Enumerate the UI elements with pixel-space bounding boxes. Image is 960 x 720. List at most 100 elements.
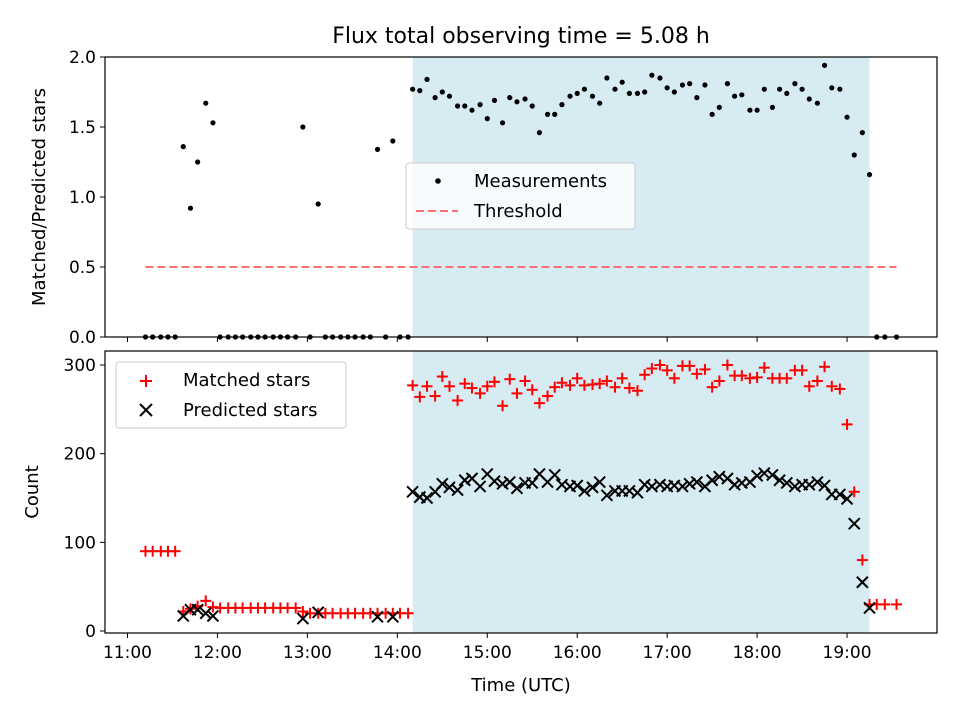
legend-label-measurements: Measurements bbox=[474, 171, 607, 192]
measurement-point bbox=[454, 103, 461, 109]
predicted-star-point bbox=[728, 478, 741, 491]
matched-star-point bbox=[481, 380, 493, 392]
predicted-star-point bbox=[436, 477, 449, 491]
bottom-plot-frame bbox=[104, 350, 938, 634]
measurement-point bbox=[799, 86, 805, 92]
measurement-point bbox=[491, 97, 498, 103]
x-axis-label: Time (UTC) bbox=[470, 675, 571, 696]
measurement-point bbox=[806, 96, 812, 102]
measurement-point bbox=[187, 205, 194, 211]
matched-star-point bbox=[826, 380, 838, 392]
measurement-point bbox=[754, 107, 760, 113]
matched-star-point bbox=[556, 377, 568, 389]
measurement-point bbox=[844, 114, 850, 120]
matched-star-point bbox=[691, 368, 703, 380]
predicted-star-point bbox=[526, 476, 539, 490]
predicted-star-point bbox=[788, 480, 802, 493]
matched-star-point bbox=[803, 380, 815, 392]
matched-star-point bbox=[601, 375, 613, 387]
matched-star-point bbox=[609, 381, 621, 393]
top-y-tick-label: 1.0 bbox=[69, 188, 96, 208]
measurement-point bbox=[694, 95, 700, 101]
matched-star-point bbox=[879, 598, 891, 610]
predicted-star-point bbox=[199, 607, 212, 620]
bottom-y-tick-label: 100 bbox=[64, 533, 96, 553]
measurement-point bbox=[499, 120, 506, 126]
measurement-point bbox=[597, 100, 603, 106]
matched-star-point bbox=[848, 486, 860, 498]
measurement-point bbox=[679, 82, 686, 88]
matched-star-point bbox=[856, 554, 868, 566]
measurement-point bbox=[417, 88, 423, 94]
measurement-point bbox=[776, 86, 783, 92]
measurement-point bbox=[716, 104, 722, 110]
measurement-point bbox=[581, 86, 588, 92]
measurement-point bbox=[315, 201, 321, 207]
matched-star-point bbox=[549, 381, 561, 393]
top-y-tick-label: 0.5 bbox=[69, 258, 96, 278]
matched-star-point bbox=[721, 359, 733, 371]
predicted-star-point bbox=[638, 478, 651, 491]
matched-star-point bbox=[402, 607, 414, 619]
predicted-star-point bbox=[443, 481, 456, 494]
predicted-star-point bbox=[386, 610, 400, 624]
measurement-point bbox=[664, 85, 670, 91]
measurement-point bbox=[462, 103, 468, 109]
measurement-point bbox=[484, 116, 490, 122]
matched-star-point bbox=[474, 387, 486, 399]
predicted-star-point bbox=[510, 482, 524, 495]
measurement-point bbox=[747, 107, 753, 113]
predicted-star-point bbox=[840, 492, 854, 506]
predicted-star-point bbox=[206, 609, 220, 623]
matched-star-point bbox=[594, 378, 606, 390]
measurement-point bbox=[559, 102, 565, 108]
matched-star-point bbox=[819, 361, 831, 373]
top-y-tick-label: 2.0 bbox=[69, 48, 96, 68]
matched-star-point bbox=[297, 605, 309, 617]
measurement-point bbox=[642, 89, 648, 95]
matched-star-point bbox=[519, 375, 531, 387]
measurement-point bbox=[634, 90, 641, 96]
predicted-star-point bbox=[458, 474, 471, 487]
predicted-star-point bbox=[818, 479, 831, 492]
measurement-point bbox=[739, 92, 745, 98]
matched-star-point bbox=[713, 375, 725, 387]
predicted-star-point bbox=[811, 475, 824, 489]
measurement-point bbox=[469, 107, 475, 113]
matched-star-point bbox=[504, 373, 516, 385]
matched-star-point bbox=[169, 545, 181, 557]
measurement-point bbox=[424, 76, 430, 82]
top-y-tick-label: 0.0 bbox=[69, 328, 96, 348]
matched-star-point bbox=[429, 390, 441, 402]
x-tick-label: 14:00 bbox=[373, 643, 422, 663]
bottom-legend-box bbox=[115, 361, 347, 429]
bottom-ylabel: Count bbox=[22, 465, 43, 518]
predicted-star-point bbox=[690, 475, 704, 489]
measurement-point bbox=[374, 146, 381, 152]
predicted-star-point bbox=[578, 484, 591, 498]
matched-star-point bbox=[436, 371, 448, 383]
measurement-point bbox=[814, 100, 820, 106]
top-panel: 0.00.51.01.52.0 Matched/Predicted stars … bbox=[29, 48, 938, 348]
matched-star-point bbox=[511, 387, 523, 399]
matched-star-point bbox=[654, 359, 666, 371]
matched-star-point bbox=[533, 397, 545, 409]
matched-star-point bbox=[834, 383, 846, 395]
legend-label-matched: Matched stars bbox=[183, 370, 310, 391]
matched-star-point bbox=[452, 394, 464, 406]
measurement-point bbox=[410, 86, 416, 92]
measurement-point bbox=[552, 111, 558, 117]
predicted-star-point bbox=[773, 474, 786, 487]
x-tick-label: 19:00 bbox=[823, 643, 872, 663]
matched-star-point bbox=[706, 381, 718, 393]
predicted-star-point bbox=[676, 480, 689, 493]
matched-star-point bbox=[200, 595, 212, 607]
bottom-y-tick-label: 0 bbox=[85, 622, 96, 642]
measurement-point bbox=[567, 93, 573, 99]
measurement-point bbox=[859, 130, 865, 136]
predicted-star-point bbox=[191, 603, 204, 616]
predicted-star-point bbox=[863, 601, 876, 615]
measurement-point bbox=[671, 89, 677, 95]
legend-marker-predicted bbox=[139, 403, 153, 417]
